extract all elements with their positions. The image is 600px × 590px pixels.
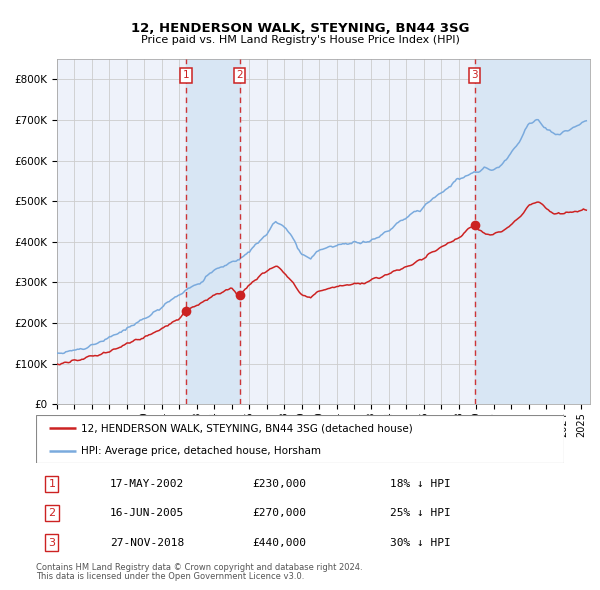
Text: £230,000: £230,000 [253,479,307,489]
Bar [186,59,239,404]
Text: 30% ↓ HPI: 30% ↓ HPI [390,537,451,548]
Text: 2: 2 [236,70,243,80]
Text: 3: 3 [49,537,55,548]
Text: HPI: Average price, detached house, Horsham: HPI: Average price, detached house, Hors… [81,446,321,456]
Text: £270,000: £270,000 [253,509,307,518]
Bar [475,59,590,404]
FancyBboxPatch shape [36,415,564,463]
Text: 25% ↓ HPI: 25% ↓ HPI [390,509,451,518]
Text: 16-JUN-2005: 16-JUN-2005 [110,509,184,518]
Text: 3: 3 [471,70,478,80]
Text: 12, HENDERSON WALK, STEYNING, BN44 3SG (detached house): 12, HENDERSON WALK, STEYNING, BN44 3SG (… [81,423,413,433]
Text: 17-MAY-2002: 17-MAY-2002 [110,479,184,489]
Text: 1: 1 [182,70,189,80]
Text: 18% ↓ HPI: 18% ↓ HPI [390,479,451,489]
Text: This data is licensed under the Open Government Licence v3.0.: This data is licensed under the Open Gov… [36,572,304,581]
Text: 12, HENDERSON WALK, STEYNING, BN44 3SG: 12, HENDERSON WALK, STEYNING, BN44 3SG [131,22,469,35]
Text: Contains HM Land Registry data © Crown copyright and database right 2024.: Contains HM Land Registry data © Crown c… [36,563,362,572]
Text: 2: 2 [48,509,55,518]
Text: Price paid vs. HM Land Registry's House Price Index (HPI): Price paid vs. HM Land Registry's House … [140,35,460,45]
Text: 27-NOV-2018: 27-NOV-2018 [110,537,184,548]
Text: £440,000: £440,000 [253,537,307,548]
Text: 1: 1 [49,479,55,489]
